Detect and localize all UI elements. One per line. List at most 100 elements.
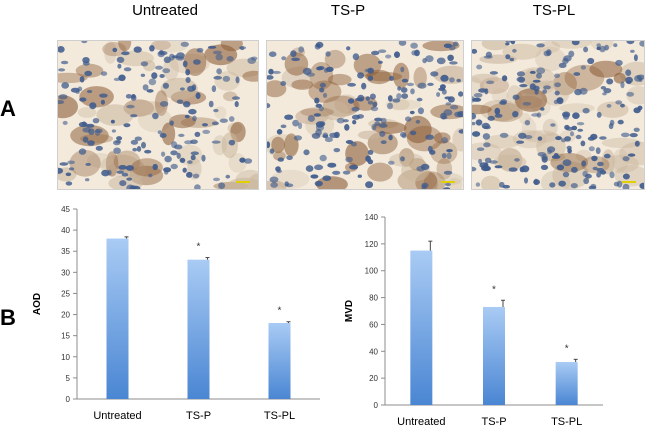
cell-nucleus bbox=[184, 114, 190, 119]
cell-nucleus bbox=[472, 48, 478, 54]
cell-nucleus bbox=[136, 146, 142, 152]
cell-nucleus bbox=[305, 165, 314, 172]
cell-nucleus bbox=[125, 94, 132, 99]
mvd-chart: 0 20 40 60 80 100 120 140 MVD Untreated * TS-P * TS-P… bbox=[340, 205, 640, 434]
cell-nucleus bbox=[596, 172, 601, 178]
cell-nucleus bbox=[314, 164, 324, 171]
cell-nucleus bbox=[126, 104, 135, 109]
cell-nucleus bbox=[553, 153, 559, 159]
bar bbox=[555, 362, 578, 405]
stain-region bbox=[104, 41, 117, 64]
stain-region bbox=[96, 104, 134, 126]
cell-nucleus bbox=[352, 120, 357, 125]
cell-nucleus bbox=[622, 173, 630, 180]
cell-nucleus bbox=[327, 162, 337, 168]
cell-nucleus bbox=[374, 121, 380, 126]
cell-nucleus bbox=[157, 50, 165, 58]
y-tick-label: 0 bbox=[374, 401, 379, 410]
cell-nucleus bbox=[95, 128, 103, 134]
stain-region bbox=[597, 101, 629, 118]
category-label: TS-PL bbox=[264, 410, 295, 422]
cell-nucleus bbox=[633, 54, 638, 62]
aod-chart: 0 5 10 15 20 25 30 35 40 45 AOD Untreated * TS-P * TS-P… bbox=[28, 200, 328, 434]
cell-nucleus bbox=[117, 63, 122, 69]
cell-nucleus bbox=[185, 69, 191, 76]
cell-nucleus bbox=[367, 75, 374, 81]
stain-region bbox=[502, 43, 542, 60]
cell-nucleus bbox=[202, 123, 208, 127]
cell-nucleus bbox=[140, 61, 149, 67]
y-axis-label: AOD bbox=[32, 293, 43, 315]
cell-nucleus bbox=[344, 124, 350, 131]
cell-nucleus bbox=[85, 162, 91, 166]
column-title-untreated: Untreated bbox=[132, 2, 198, 19]
cell-nucleus bbox=[556, 164, 565, 171]
cell-nucleus bbox=[458, 129, 463, 134]
cell-nucleus bbox=[371, 50, 380, 56]
cell-nucleus bbox=[639, 182, 644, 189]
cell-nucleus bbox=[524, 177, 528, 184]
cell-nucleus bbox=[175, 56, 185, 61]
cell-nucleus bbox=[620, 103, 625, 108]
cell-nucleus bbox=[374, 117, 383, 122]
cell-nucleus bbox=[499, 132, 509, 138]
cell-nucleus bbox=[307, 115, 315, 122]
stain-region bbox=[131, 158, 163, 177]
cell-nucleus bbox=[208, 100, 214, 108]
cell-nucleus bbox=[445, 102, 452, 106]
cell-nucleus bbox=[444, 182, 451, 187]
cell-nucleus bbox=[378, 123, 388, 128]
panel-label-b: B bbox=[0, 305, 16, 330]
cell-nucleus bbox=[162, 68, 171, 74]
micrograph-untreated bbox=[57, 40, 259, 190]
cell-nucleus bbox=[303, 149, 310, 156]
cell-nucleus bbox=[306, 72, 315, 77]
cell-nucleus bbox=[378, 60, 383, 64]
cell-nucleus bbox=[142, 84, 149, 91]
cell-nucleus bbox=[211, 121, 219, 126]
cell-nucleus bbox=[439, 84, 446, 90]
stain-region bbox=[221, 132, 238, 159]
y-tick-label: 5 bbox=[66, 374, 71, 383]
significance-marker: * bbox=[492, 284, 496, 295]
cell-nucleus bbox=[517, 76, 526, 84]
cell-nucleus bbox=[421, 182, 429, 188]
stain-region bbox=[291, 79, 314, 90]
cell-nucleus bbox=[522, 101, 532, 106]
y-axis-label: MVD bbox=[344, 300, 355, 322]
cell-nucleus bbox=[357, 174, 362, 178]
cell-nucleus bbox=[116, 56, 125, 63]
y-tick-label: 10 bbox=[61, 353, 70, 362]
cell-nucleus bbox=[319, 87, 325, 93]
cell-nucleus bbox=[148, 78, 157, 86]
cell-nucleus bbox=[576, 122, 585, 126]
bar bbox=[410, 250, 433, 405]
stain-region bbox=[118, 41, 132, 52]
cell-nucleus bbox=[347, 82, 356, 87]
cell-nucleus bbox=[410, 42, 418, 49]
cell-nucleus bbox=[275, 166, 281, 172]
cell-nucleus bbox=[100, 99, 105, 105]
cell-nucleus bbox=[133, 46, 142, 53]
cell-nucleus bbox=[449, 61, 458, 65]
cell-nucleus bbox=[583, 177, 590, 185]
cell-nucleus bbox=[310, 174, 319, 179]
cell-nucleus bbox=[505, 54, 511, 60]
cell-nucleus bbox=[486, 80, 495, 85]
stain-region bbox=[538, 41, 561, 53]
cell-nucleus bbox=[131, 185, 141, 189]
cell-nucleus bbox=[401, 78, 409, 83]
cell-nucleus bbox=[392, 98, 401, 103]
cell-nucleus bbox=[602, 92, 607, 96]
cell-nucleus bbox=[570, 183, 578, 189]
cell-nucleus bbox=[280, 81, 287, 86]
cell-nucleus bbox=[228, 139, 236, 146]
cell-nucleus bbox=[371, 123, 377, 131]
cell-nucleus bbox=[625, 76, 633, 84]
cell-nucleus bbox=[558, 62, 567, 69]
cell-nucleus bbox=[364, 68, 373, 73]
cell-nucleus bbox=[562, 112, 570, 120]
cell-nucleus bbox=[226, 56, 234, 62]
cell-nucleus bbox=[183, 101, 191, 108]
cell-nucleus bbox=[613, 43, 618, 48]
